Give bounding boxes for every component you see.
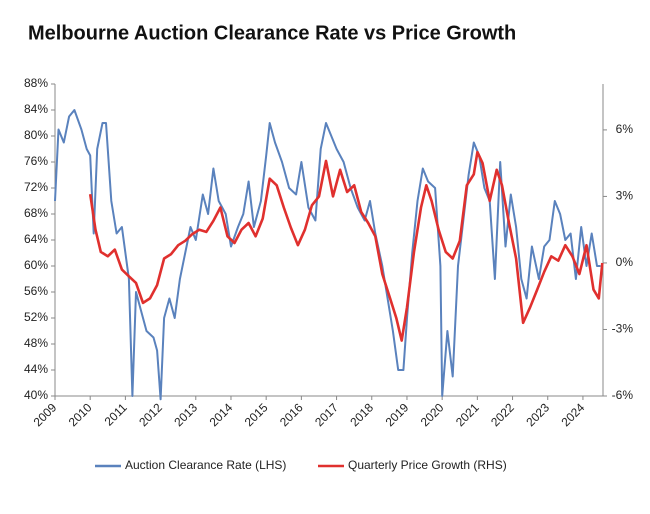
x-tick-label: 2012 xyxy=(136,400,165,429)
y2-tick-label: -6% xyxy=(612,388,634,402)
y-tick-label: 60% xyxy=(24,258,48,272)
series-line xyxy=(88,150,604,342)
x-tick-label: 2021 xyxy=(453,400,482,429)
x-tick-label: 2016 xyxy=(277,400,306,429)
y-tick-label: 84% xyxy=(24,102,48,116)
y2-tick-label: 0% xyxy=(616,255,634,269)
x-tick-label: 2014 xyxy=(207,400,236,429)
x-tick-label: 2017 xyxy=(312,400,341,429)
y-tick-label: 76% xyxy=(24,154,48,168)
series-line xyxy=(54,109,601,401)
x-tick-label: 2019 xyxy=(383,400,412,429)
y2-tick-label: -3% xyxy=(612,322,634,336)
y-tick-label: 68% xyxy=(24,206,48,220)
y-tick-label: 52% xyxy=(24,310,48,324)
legend-label: Quarterly Price Growth (RHS) xyxy=(348,458,507,472)
x-tick-label: 2024 xyxy=(559,400,588,429)
y-tick-label: 80% xyxy=(24,128,48,142)
x-tick-label: 2022 xyxy=(488,400,517,429)
y-tick-label: 48% xyxy=(24,336,48,350)
chart-title: Melbourne Auction Clearance Rate vs Pric… xyxy=(28,22,516,44)
x-tick-label: 2009 xyxy=(31,400,60,429)
y-tick-label: 72% xyxy=(24,180,48,194)
y2-tick-label: 6% xyxy=(616,122,634,136)
x-tick-label: 2013 xyxy=(171,400,200,429)
y-tick-label: 40% xyxy=(24,388,48,402)
x-tick-label: 2011 xyxy=(102,400,130,428)
x-tick-label: 2018 xyxy=(347,400,376,429)
x-tick-label: 2020 xyxy=(418,400,447,429)
x-tick-label: 2010 xyxy=(66,400,95,429)
y-tick-label: 56% xyxy=(24,284,48,298)
y-tick-label: 64% xyxy=(24,232,48,246)
x-tick-label: 2023 xyxy=(523,400,552,429)
x-tick-label: 2015 xyxy=(242,400,271,429)
y-tick-label: 88% xyxy=(24,76,48,90)
y-tick-label: 44% xyxy=(24,362,48,376)
legend-label: Auction Clearance Rate (LHS) xyxy=(125,458,286,472)
y2-tick-label: 3% xyxy=(616,189,634,203)
